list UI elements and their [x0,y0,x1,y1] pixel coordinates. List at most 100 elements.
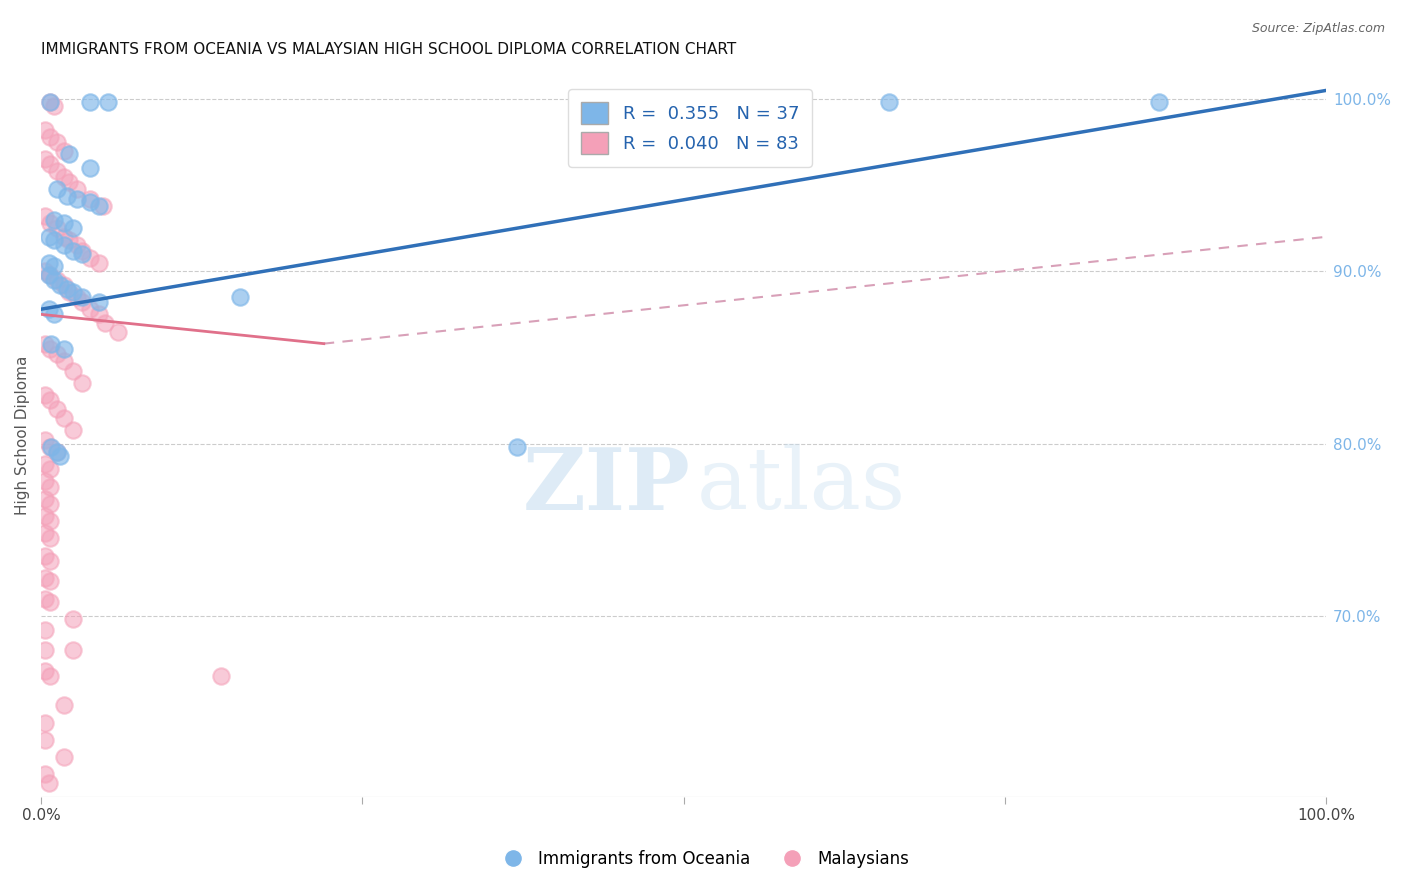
Point [39,514,62,528]
Point [79,195,101,210]
Point [39,216,62,230]
Point [62,423,84,437]
Point [34,388,56,402]
Point [38,230,60,244]
Point [34,526,56,541]
Point [34,591,56,606]
Point [45,181,67,195]
Point [877,95,900,110]
Point [70,244,93,258]
Point [56,281,79,295]
Point [79,302,101,317]
Point [62,612,84,626]
Point [39,440,62,454]
Point [38,776,60,790]
Text: ZIP: ZIP [522,443,690,527]
Point [505,440,527,454]
Point [39,554,62,568]
Point [58,233,80,247]
Point [42,99,65,113]
Point [53,354,76,368]
Text: Source: ZipAtlas.com: Source: ZipAtlas.com [1251,22,1385,36]
Point [62,221,84,235]
Point [39,95,62,110]
Point [39,342,62,356]
Point [87,255,110,269]
Point [34,571,56,585]
Point [53,410,76,425]
Point [62,364,84,378]
Point [34,643,56,657]
Point [39,574,62,589]
Point [45,445,67,459]
Point [45,221,67,235]
Point [42,233,65,247]
Point [66,290,89,304]
Point [91,199,114,213]
Point [79,251,101,265]
Point [45,402,67,417]
Point [39,595,62,609]
Point [42,307,65,321]
Point [34,664,56,678]
Point [53,230,76,244]
Point [41,336,63,351]
Point [34,767,56,781]
Point [34,623,56,637]
Point [41,440,63,454]
Point [79,192,101,206]
Point [45,273,67,287]
Point [87,307,110,321]
Point [39,669,62,683]
Point [53,698,76,713]
Point [34,732,56,747]
Point [58,147,80,161]
Text: atlas: atlas [696,444,905,527]
Point [38,255,60,269]
Point [34,508,56,523]
Point [53,169,76,184]
Point [39,497,62,511]
Point [49,278,72,293]
Point [66,181,89,195]
Point [70,290,93,304]
Point [58,175,80,189]
Point [39,462,62,476]
Legend: R =  0.355   N = 37, R =  0.040   N = 83: R = 0.355 N = 37, R = 0.040 N = 83 [568,89,811,167]
Point [209,669,232,683]
Point [56,188,79,202]
Point [34,264,56,278]
Point [42,212,65,227]
Point [34,475,56,489]
Y-axis label: High School Diploma: High School Diploma [15,355,30,515]
Point [229,290,252,304]
Text: IMMIGRANTS FROM OCEANIA VS MALAYSIAN HIGH SCHOOL DIPLOMA CORRELATION CHART: IMMIGRANTS FROM OCEANIA VS MALAYSIAN HIG… [41,42,737,57]
Point [79,95,101,110]
Point [39,531,62,545]
Point [39,157,62,171]
Point [53,144,76,158]
Point [66,238,89,252]
Point [70,295,93,310]
Point [39,268,62,282]
Point [45,164,67,178]
Point [53,342,76,356]
Point [70,376,93,391]
Point [34,715,56,730]
Point [53,278,76,293]
Point [87,295,110,310]
Point [58,285,80,299]
Legend: Immigrants from Oceania, Malaysians: Immigrants from Oceania, Malaysians [491,844,915,875]
Point [34,209,56,223]
Point [45,445,67,459]
Point [34,457,56,471]
Point [38,302,60,317]
Point [34,549,56,563]
Point [87,199,110,213]
Point [66,192,89,206]
Point [42,273,65,287]
Point [45,135,67,149]
Point [62,285,84,299]
Point [53,216,76,230]
Point [53,238,76,252]
